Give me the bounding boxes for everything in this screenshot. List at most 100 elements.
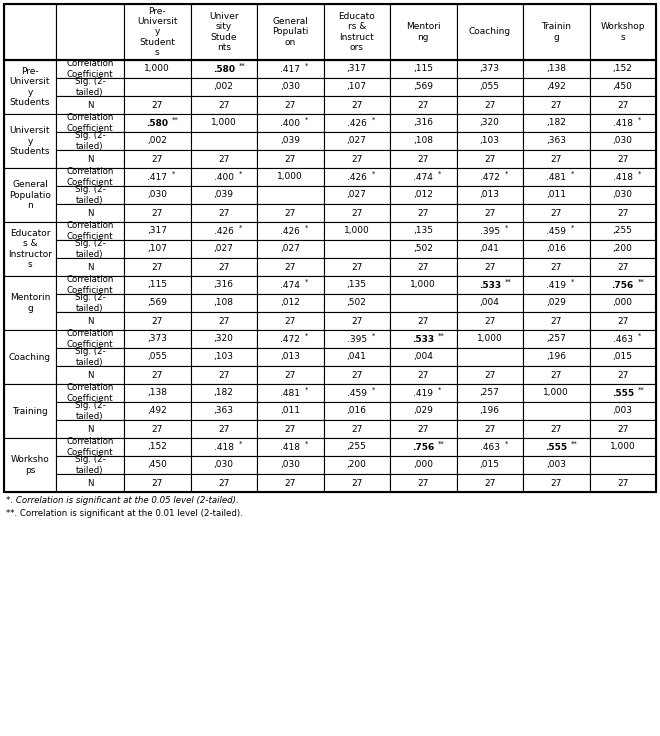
Bar <box>390 438 457 456</box>
Bar <box>457 150 523 168</box>
Bar <box>523 222 589 240</box>
Text: 27: 27 <box>484 101 496 110</box>
Bar <box>323 240 390 258</box>
Text: 27: 27 <box>351 208 362 218</box>
Bar <box>124 4 191 60</box>
Bar <box>523 312 589 330</box>
Text: .418: .418 <box>214 442 234 451</box>
Text: ,027: ,027 <box>214 244 234 253</box>
Text: ,013: ,013 <box>480 191 500 199</box>
Bar <box>56 384 124 402</box>
Text: 27: 27 <box>617 316 628 325</box>
Bar <box>390 132 457 150</box>
Text: 27: 27 <box>418 425 429 434</box>
Text: .426: .426 <box>214 227 234 236</box>
Text: ,103: ,103 <box>214 353 234 361</box>
Text: Univer
sity
Stude
nts: Univer sity Stude nts <box>209 12 238 52</box>
Text: .395: .395 <box>480 227 500 236</box>
Text: ,011: ,011 <box>280 406 300 416</box>
Text: .555: .555 <box>545 442 568 451</box>
Text: *: * <box>372 333 375 339</box>
Bar <box>323 114 390 132</box>
Text: ,138: ,138 <box>147 389 167 397</box>
Bar <box>124 258 191 276</box>
Bar <box>191 330 257 348</box>
Bar <box>4 276 56 330</box>
Bar <box>191 186 257 204</box>
Bar <box>124 204 191 222</box>
Text: ,257: ,257 <box>546 334 566 344</box>
Bar <box>56 222 124 240</box>
Bar <box>523 60 589 78</box>
Bar <box>457 60 523 78</box>
Bar <box>523 4 589 60</box>
Text: *: * <box>638 171 641 177</box>
Bar <box>589 438 656 456</box>
Bar <box>323 330 390 348</box>
Text: Trainin
g: Trainin g <box>541 22 572 42</box>
Text: 27: 27 <box>484 263 496 272</box>
Text: **: ** <box>238 63 245 68</box>
Bar <box>56 330 124 348</box>
Text: ,015: ,015 <box>612 353 633 361</box>
Text: 27: 27 <box>351 370 362 380</box>
Bar <box>191 168 257 186</box>
Text: **. Correlation is significant at the 0.01 level (2-tailed).: **. Correlation is significant at the 0.… <box>6 509 243 518</box>
Text: 27: 27 <box>484 478 496 487</box>
Bar <box>323 60 390 78</box>
Text: .417: .417 <box>280 65 300 74</box>
Text: *. Correlation is significant at the 0.05 level (2-tailed).: *. Correlation is significant at the 0.0… <box>6 496 239 505</box>
Text: 27: 27 <box>284 478 296 487</box>
Bar <box>457 294 523 312</box>
Bar <box>390 384 457 402</box>
Text: 27: 27 <box>284 263 296 272</box>
Text: 1,000: 1,000 <box>610 442 636 451</box>
Text: Correlation
Coefficient: Correlation Coefficient <box>66 329 114 349</box>
Bar <box>457 258 523 276</box>
Text: ,182: ,182 <box>214 389 234 397</box>
Text: 27: 27 <box>550 316 562 325</box>
Text: *: * <box>305 63 308 68</box>
Bar <box>124 474 191 492</box>
Text: ,029: ,029 <box>546 299 566 308</box>
Text: 27: 27 <box>617 155 628 163</box>
Text: ,320: ,320 <box>214 334 234 344</box>
Bar <box>523 78 589 96</box>
Text: 27: 27 <box>218 425 230 434</box>
Bar <box>589 240 656 258</box>
Text: .426: .426 <box>346 172 367 182</box>
Text: *: * <box>571 171 574 177</box>
Text: 27: 27 <box>550 425 562 434</box>
Text: ,107: ,107 <box>346 82 367 91</box>
Bar <box>124 60 191 78</box>
Bar <box>390 78 457 96</box>
Text: 27: 27 <box>351 101 362 110</box>
Bar <box>589 60 656 78</box>
Text: Sig. (2-
tailed): Sig. (2- tailed) <box>75 401 106 421</box>
Bar <box>589 114 656 132</box>
Text: Worksho
ps: Worksho ps <box>11 456 50 475</box>
Bar <box>257 222 323 240</box>
Text: *: * <box>172 171 176 177</box>
Text: ,107: ,107 <box>147 244 167 253</box>
Text: ,316: ,316 <box>413 118 433 127</box>
Text: ,055: ,055 <box>480 82 500 91</box>
Bar <box>191 96 257 114</box>
Text: *: * <box>571 279 574 285</box>
Bar <box>390 204 457 222</box>
Bar <box>56 438 124 456</box>
Text: ,011: ,011 <box>546 191 566 199</box>
Bar <box>191 114 257 132</box>
Text: 27: 27 <box>152 208 163 218</box>
Bar <box>390 60 457 78</box>
Text: *: * <box>372 386 375 393</box>
Text: Training: Training <box>12 406 48 416</box>
Text: 27: 27 <box>218 316 230 325</box>
Bar <box>257 78 323 96</box>
Text: ,029: ,029 <box>413 406 433 416</box>
Bar <box>589 96 656 114</box>
Text: 27: 27 <box>418 316 429 325</box>
Bar <box>589 204 656 222</box>
Bar <box>457 330 523 348</box>
Bar <box>589 168 656 186</box>
